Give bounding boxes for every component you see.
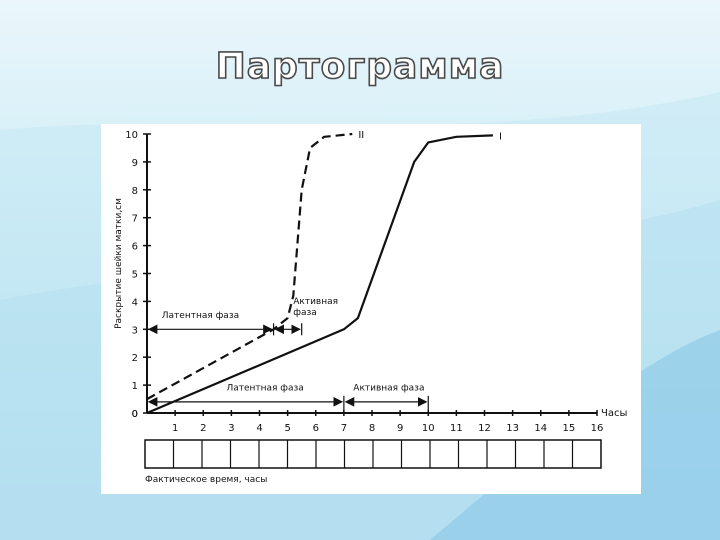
- x-tick-label: 15: [563, 423, 576, 434]
- y-tick-label: 3: [132, 325, 138, 336]
- x-tick-label: 8: [369, 423, 375, 434]
- x-tick-label: 7: [341, 423, 347, 434]
- x-tick-label: 12: [478, 423, 491, 434]
- y-tick-label: 5: [132, 270, 138, 281]
- x-axis-title: Часы: [601, 408, 627, 419]
- y-tick-label: 4: [132, 297, 138, 308]
- x-tick-label: 4: [256, 423, 262, 434]
- x-tick-label: 13: [506, 423, 519, 434]
- upper-active-label-line: фаза: [293, 308, 317, 318]
- upper-latent-label: Латентная фаза: [162, 311, 239, 321]
- y-tick-label: 0: [132, 409, 138, 420]
- series-label-i: I: [499, 131, 502, 142]
- y-tick-label: 7: [132, 214, 138, 225]
- x-tick-label: 9: [397, 423, 403, 434]
- y-tick-label: 6: [132, 242, 138, 253]
- y-tick-label: 9: [132, 158, 138, 169]
- lower-active-label: Активная фаза: [353, 384, 424, 394]
- y-tick-label: 8: [132, 186, 138, 197]
- upper-active-label-line: Активная: [293, 297, 338, 307]
- series-label-ii: II: [358, 130, 364, 141]
- series-line-i: [146, 134, 493, 415]
- footer-layer: Фактическое время, часы: [144, 439, 602, 485]
- x-tick-label: 3: [228, 423, 234, 434]
- y-axis-title: Раскрытие шейки матки,см: [114, 198, 124, 329]
- partogram-figure: 0 1 2 3 4 5 6 7 8 9 10 1 2 3 4 5 6 7 8 9 10 11 12 13 14 15 16 0 Часы…: [101, 124, 641, 494]
- x-tick-label: 6: [313, 423, 319, 434]
- upper-active-label: Активная фаза: [293, 297, 338, 318]
- y-tick-label: 2: [132, 353, 138, 364]
- x-tick-label: 11: [450, 423, 463, 434]
- x-tick-label: 1: [172, 423, 178, 434]
- x-tick-label: 5: [284, 423, 290, 434]
- x-tick-label: 16: [591, 423, 604, 434]
- slide-title: Партограмма: [215, 45, 505, 88]
- series-line-ii: [146, 132, 353, 401]
- y-tick-label: 10: [125, 130, 138, 141]
- footer-label: Фактическое время, часы: [145, 475, 267, 485]
- x-origin-label: 0: [132, 409, 138, 420]
- series-layer: III: [146, 130, 502, 415]
- lower-latent-label: Латентная фаза: [226, 384, 303, 394]
- x-tick-label: 14: [534, 423, 547, 434]
- x-tick-label: 10: [422, 423, 435, 434]
- y-tick-label: 1: [132, 381, 138, 392]
- annotation-layer: Латентная фаза Активная фаза Латентная фаза…: [147, 297, 429, 413]
- x-tick-label: 2: [200, 423, 206, 434]
